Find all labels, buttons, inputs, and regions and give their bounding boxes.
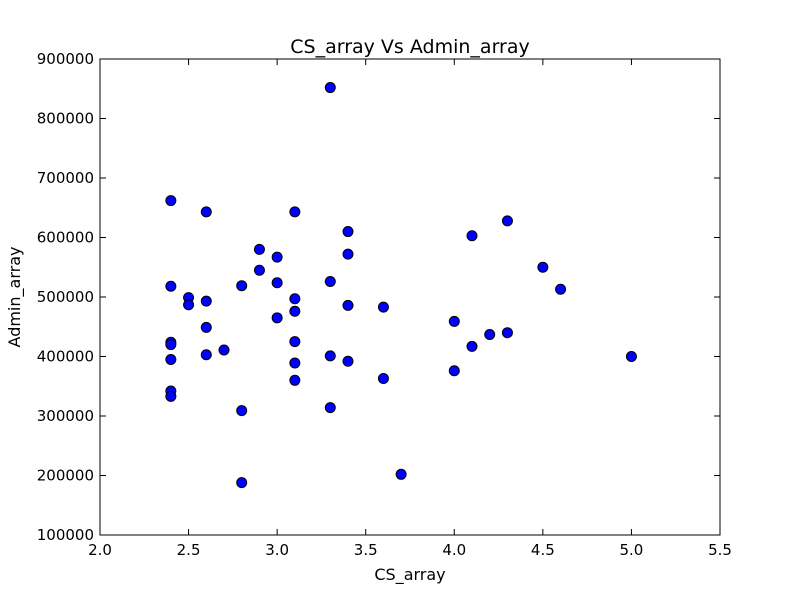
x-tick-label: 2.5 — [177, 541, 201, 559]
y-tick-label: 900000 — [37, 50, 94, 68]
data-point — [183, 299, 195, 311]
plot-frame — [99, 58, 721, 536]
data-point — [289, 206, 301, 218]
x-tick-label: 4.5 — [531, 541, 555, 559]
y-tick-label: 100000 — [37, 526, 94, 544]
data-point — [466, 340, 478, 352]
data-point — [448, 365, 460, 377]
data-point — [165, 280, 177, 292]
data-point — [200, 349, 212, 361]
x-tick-label: 5.5 — [708, 541, 732, 559]
data-point — [200, 321, 212, 333]
data-point — [289, 336, 301, 348]
data-point — [236, 405, 248, 417]
y-tick-label: 200000 — [37, 467, 94, 485]
data-point — [253, 264, 265, 276]
chart-title: CS_array Vs Admin_array — [290, 36, 530, 58]
data-point — [484, 328, 496, 340]
data-point — [324, 350, 336, 362]
x-tick-label: 2.0 — [88, 541, 112, 559]
data-point — [377, 373, 389, 385]
y-tick-label: 700000 — [37, 169, 94, 187]
x-tick-label: 3.0 — [265, 541, 289, 559]
y-axis-label: Admin_array — [5, 247, 25, 348]
data-point — [537, 261, 549, 273]
data-point — [448, 315, 460, 327]
y-tick-label: 600000 — [37, 229, 94, 247]
data-point — [324, 402, 336, 414]
data-point — [218, 344, 230, 356]
x-tick-label: 4.0 — [442, 541, 466, 559]
data-point — [501, 215, 513, 227]
x-axis-label: CS_array — [374, 565, 445, 585]
y-tick-label: 500000 — [37, 288, 94, 306]
data-point — [165, 339, 177, 351]
data-point — [501, 327, 513, 339]
data-point — [200, 295, 212, 307]
data-point — [289, 357, 301, 369]
data-point — [165, 390, 177, 402]
x-tick-label: 5.0 — [619, 541, 643, 559]
data-point — [625, 351, 637, 362]
data-point — [377, 301, 389, 313]
y-tick-label: 300000 — [37, 407, 94, 425]
data-point — [342, 226, 354, 238]
data-point — [236, 280, 248, 292]
data-point — [342, 355, 354, 367]
data-point — [395, 468, 407, 480]
y-tick-label: 800000 — [37, 110, 94, 128]
data-point — [271, 251, 283, 263]
data-point — [342, 248, 354, 260]
data-point — [555, 283, 567, 295]
axis-ticks: 2.0 2.5 3.0 3.5 4.0 4.5 5.0 5.5 100000 200000 3000… — [37, 50, 732, 559]
data-point — [324, 276, 336, 288]
data-point — [271, 277, 283, 289]
data-point — [236, 477, 248, 489]
data-point — [165, 353, 177, 365]
data-point — [289, 293, 301, 305]
data-point — [466, 230, 478, 242]
data-point — [200, 206, 212, 218]
data-points — [165, 82, 637, 489]
data-point — [289, 374, 301, 386]
data-point — [289, 305, 301, 317]
data-point — [324, 82, 336, 94]
x-tick-label: 3.5 — [354, 541, 378, 559]
data-point — [253, 243, 265, 255]
data-point — [165, 195, 177, 207]
y-tick-label: 400000 — [37, 348, 94, 366]
data-point — [271, 312, 283, 324]
data-point — [342, 299, 354, 311]
